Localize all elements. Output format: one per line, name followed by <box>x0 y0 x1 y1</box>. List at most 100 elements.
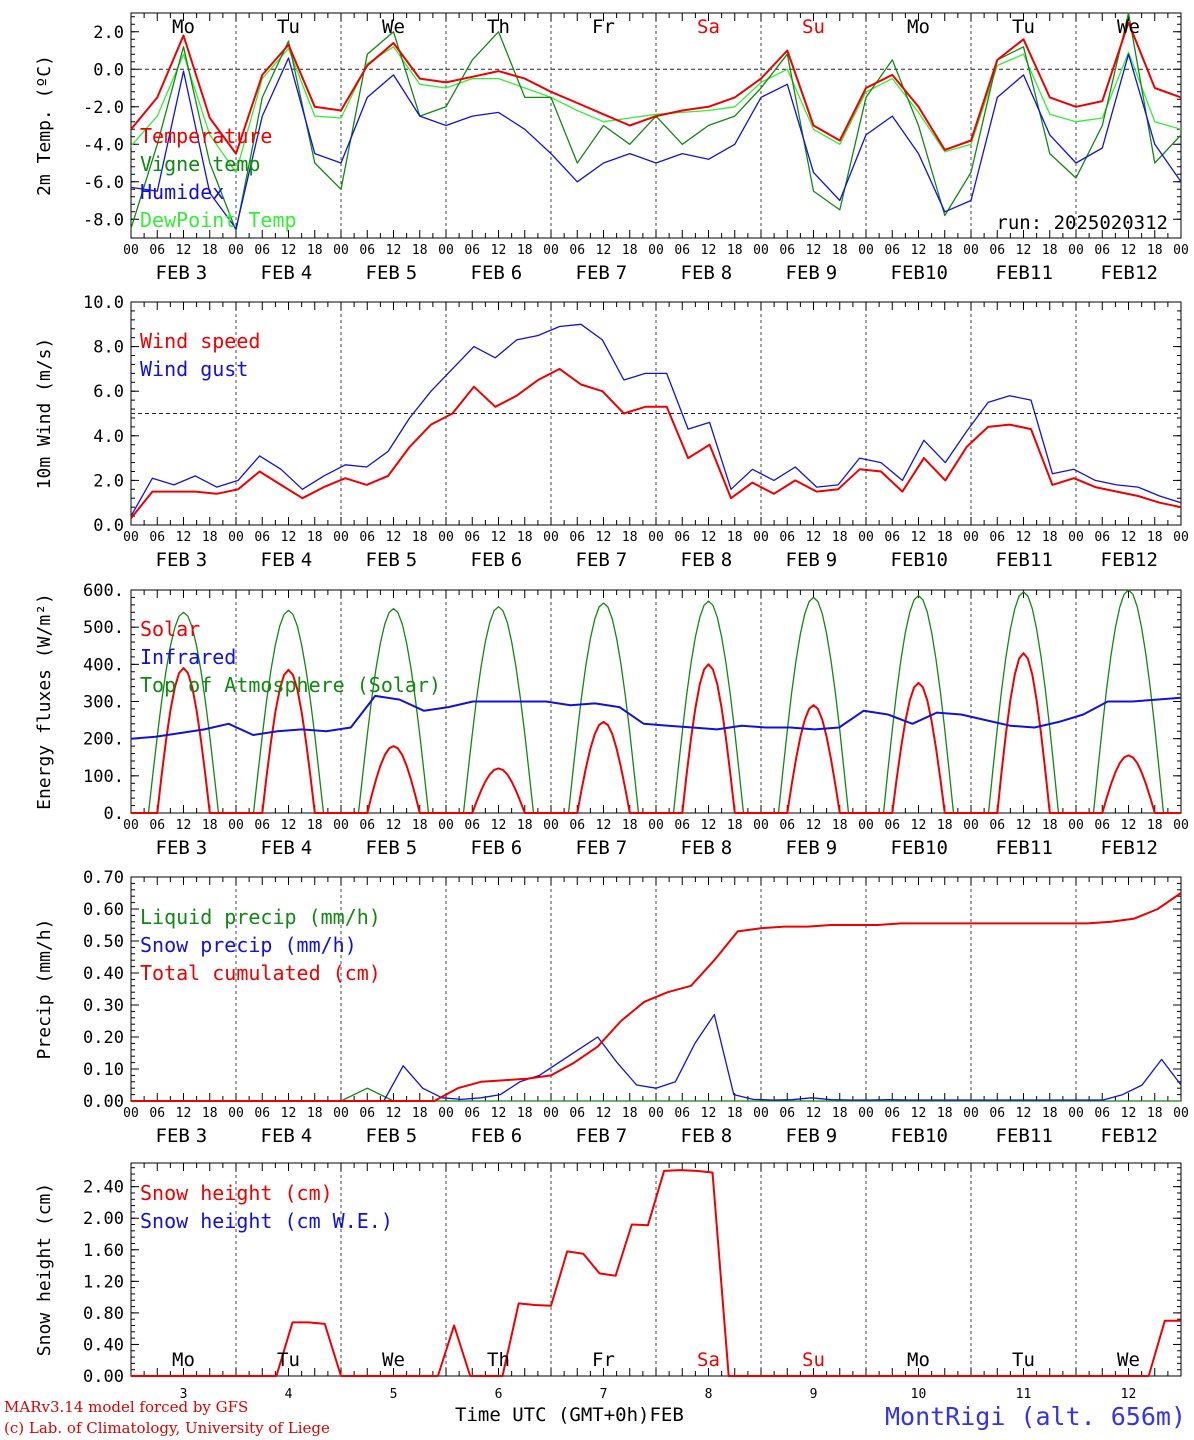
hour-label: 18 <box>1042 530 1058 545</box>
hour-label: 06 <box>989 530 1005 545</box>
footer-station: MontRigi (alt. 656m) <box>884 1402 1186 1431</box>
y-tick-label: 0.20 <box>83 1028 124 1048</box>
y-tick-label: 0.50 <box>83 932 124 952</box>
series-line-total-cumulated <box>131 892 1182 1102</box>
date-day: 4 <box>301 837 312 859</box>
hour-label: 18 <box>412 530 428 545</box>
date-month: FEB <box>576 549 610 571</box>
date-month: FEB <box>996 549 1030 571</box>
hour-label: 00 <box>543 818 559 833</box>
y-tick-label: 0.40 <box>83 1335 124 1355</box>
hour-label: 12 <box>806 243 822 258</box>
legend-entry: Wind gust <box>140 357 248 381</box>
legend-entry: Liquid precip (mm/h) <box>140 905 381 929</box>
hour-label: 00 <box>858 530 874 545</box>
date-day: 8 <box>721 1125 732 1147</box>
hour-label: 06 <box>989 1106 1005 1121</box>
hour-label: 12 <box>596 243 612 258</box>
date-day: 9 <box>826 549 837 571</box>
legend-entry: Snow height (cm) <box>140 1181 333 1205</box>
hour-label: 00 <box>858 1106 874 1121</box>
y-tick-label: 8.0 <box>93 338 124 358</box>
y-tick-label: 2.00 <box>83 1209 124 1229</box>
date-month: FEB <box>786 262 820 284</box>
hour-label: 12 <box>176 530 192 545</box>
hour-label: 18 <box>832 818 848 833</box>
hour-label: 06 <box>1094 243 1110 258</box>
xlabel-text: Time UTC (GMT+0h) <box>455 1404 650 1426</box>
hour-label: 00 <box>648 243 664 258</box>
date-month: FEB <box>891 1125 925 1147</box>
legend-entry: DewPoint Temp <box>140 208 297 232</box>
y-tick-label: 2.0 <box>93 23 124 43</box>
footer-xlabel: Time UTC (GMT+0h)FEB <box>455 1404 684 1426</box>
hour-label: 00 <box>438 1106 454 1121</box>
hour-label: 06 <box>359 530 375 545</box>
date-month: FEB <box>471 549 505 571</box>
hour-label: 00 <box>858 818 874 833</box>
y-tick-label: 0.00 <box>83 1367 124 1387</box>
hour-label: 00 <box>963 818 979 833</box>
date-month: FEB <box>261 262 295 284</box>
hour-label: 00 <box>228 818 244 833</box>
bottom-date: 5 <box>390 1387 398 1402</box>
date-day: 4 <box>301 549 312 571</box>
date-day: 3 <box>196 837 207 859</box>
date-day: 10 <box>925 262 948 284</box>
y-tick-label: 0.80 <box>83 1304 124 1324</box>
hour-label: 18 <box>937 1106 953 1121</box>
date-day: 11 <box>1030 837 1053 859</box>
hour-label: 06 <box>149 818 165 833</box>
hour-label: 12 <box>281 530 297 545</box>
hour-label: 00 <box>228 1106 244 1121</box>
date-day: 6 <box>511 262 522 284</box>
series-line-temperature <box>130 21 1182 155</box>
weekday-label-top: Fr <box>592 16 615 38</box>
hour-label: 00 <box>333 1106 349 1121</box>
date-day: 8 <box>721 262 732 284</box>
hour-label: 12 <box>806 530 822 545</box>
hour-label: 12 <box>386 818 402 833</box>
weekday-label-bottom: Th <box>487 1349 510 1371</box>
hour-label: 18 <box>937 243 953 258</box>
hour-label: 06 <box>989 818 1005 833</box>
hour-label: 18 <box>517 530 533 545</box>
date-day: 6 <box>511 1125 522 1147</box>
hour-label: 00 <box>228 243 244 258</box>
hour-label: 06 <box>674 1106 690 1121</box>
hour-label: 12 <box>1016 1106 1032 1121</box>
date-month: FEB <box>1101 549 1135 571</box>
hour-label: 18 <box>727 818 743 833</box>
hour-label: 00 <box>648 1106 664 1121</box>
y-tick-label: 600. <box>83 581 124 601</box>
hour-label: 18 <box>727 243 743 258</box>
hour-label: 00 <box>1068 1106 1084 1121</box>
date-month: FEB <box>471 837 505 859</box>
panel-frame <box>130 589 1182 814</box>
date-month: FEB <box>471 1125 505 1147</box>
date-month: FEB <box>1101 1125 1135 1147</box>
hour-label: 18 <box>832 1106 848 1121</box>
date-month: FEB <box>681 549 715 571</box>
hour-label: 18 <box>832 243 848 258</box>
hour-label: 18 <box>412 818 428 833</box>
hour-label: 12 <box>701 818 717 833</box>
hour-label: 18 <box>1042 818 1058 833</box>
date-day: 5 <box>406 262 417 284</box>
footer-model: MARv3.14 model forced by GFS <box>4 1398 249 1416</box>
hour-label: 00 <box>1068 530 1084 545</box>
panel-4 <box>130 876 1182 1102</box>
weekday-label-top: Sa <box>697 16 720 38</box>
hour-label: 06 <box>569 818 585 833</box>
date-month: FEB <box>681 1125 715 1147</box>
date-month: FEB <box>576 1125 610 1147</box>
hour-label: 06 <box>779 530 795 545</box>
date-day: 12 <box>1135 262 1158 284</box>
y-tick-label: 0.00 <box>83 1092 124 1112</box>
date-day: 6 <box>511 549 522 571</box>
hour-label: 12 <box>1016 818 1032 833</box>
hour-label: 06 <box>359 818 375 833</box>
hour-label: 18 <box>1042 243 1058 258</box>
legend-entry: Snow precip (mm/h) <box>140 933 357 957</box>
